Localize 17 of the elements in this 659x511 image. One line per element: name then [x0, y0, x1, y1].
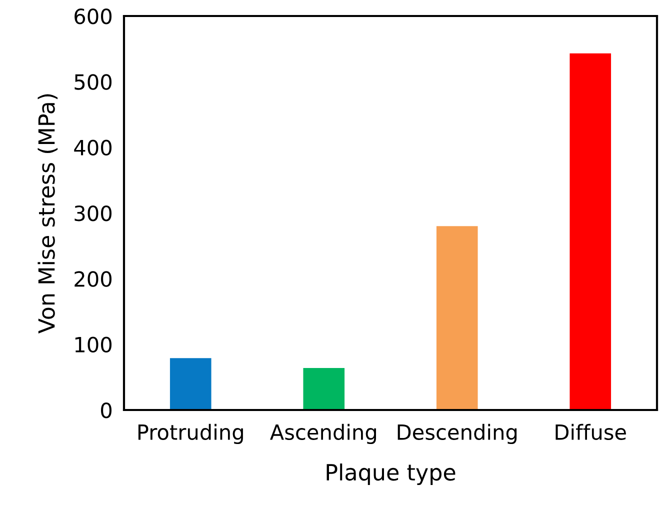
- bar: [303, 368, 345, 410]
- y-tick-label: 100: [75, 336, 112, 353]
- x-tick-label: Descending: [398, 424, 517, 444]
- y-tick-label: 400: [74, 140, 112, 156]
- y-tick-label: 0: [101, 402, 112, 418]
- x-tick-label: Ascending: [270, 424, 376, 444]
- bar: [436, 226, 478, 410]
- y-axis-title: Von Mise stress (MPa): [38, 94, 58, 334]
- y-tick-label: 600: [74, 8, 112, 24]
- x-axis-title: Plaque type: [326, 463, 456, 486]
- x-tick-label: Diffuse: [556, 424, 626, 440]
- bar: [170, 358, 212, 410]
- bar: [570, 53, 612, 410]
- y-tick-label: 200: [74, 271, 112, 287]
- y-tick-label: 500: [74, 74, 112, 90]
- x-tick-label: Protruding: [138, 424, 243, 444]
- y-tick-label: 300: [74, 205, 112, 222]
